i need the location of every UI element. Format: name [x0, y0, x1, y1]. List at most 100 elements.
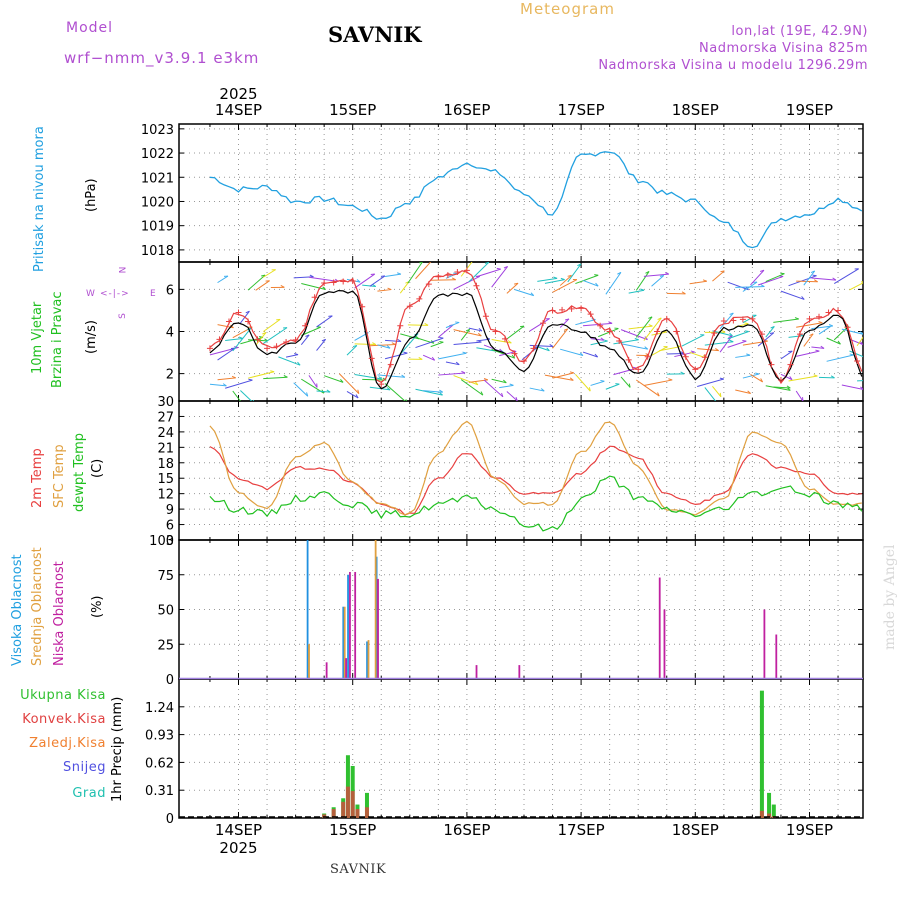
wind-arrow-head — [248, 378, 253, 381]
wind-arrow-head — [549, 344, 554, 347]
wind-arrow — [613, 339, 639, 345]
wind-arrow-head — [474, 254, 478, 256]
cloud-low-bar — [377, 578, 379, 679]
cloud-low-bar — [349, 571, 351, 679]
wind-arrow — [788, 375, 818, 382]
gust-marker — [635, 366, 642, 373]
ytick-label: 21 — [157, 441, 174, 456]
wind-arrow — [742, 281, 758, 292]
gust-marker — [473, 282, 480, 289]
wind-arrow-head — [884, 320, 888, 322]
wind-arrow-head — [478, 327, 483, 332]
cloud-mid-bar — [367, 640, 370, 679]
temp-dew-line — [209, 475, 863, 532]
year-label-top: 2025 — [219, 85, 257, 103]
gust-marker — [844, 324, 851, 331]
ytick-label: 4 — [166, 326, 174, 341]
wind-arrow-head — [569, 371, 574, 374]
wind-arrow — [560, 348, 584, 357]
wind-arrow-head — [262, 332, 267, 335]
gust-marker — [511, 350, 518, 357]
wind-arrow-head — [283, 375, 288, 378]
wind-arrow-head — [865, 355, 868, 358]
wind-arrow-head — [881, 334, 885, 336]
compass-e: E — [150, 289, 156, 299]
wind-arrow-head — [668, 378, 673, 381]
elevation-label: Nadmorska Visina 825m — [699, 41, 868, 56]
wind-arrow — [849, 282, 863, 291]
gust-marker — [625, 356, 632, 363]
wind-arrow-head — [664, 272, 670, 275]
wind-arrow — [301, 326, 321, 336]
ytick-label: 18 — [157, 457, 174, 472]
gust-marker — [416, 295, 423, 302]
wind-arrow-head — [813, 374, 818, 377]
wind-arrow-head — [451, 277, 456, 281]
wind-arrow — [849, 350, 863, 358]
wind-arrow-head — [340, 379, 344, 383]
ytick-label: 0.62 — [145, 756, 174, 771]
ytick-label: 0 — [166, 812, 174, 827]
wind-arrow — [323, 375, 344, 383]
gust-marker — [730, 317, 737, 324]
ytick-label: 15 — [157, 472, 174, 487]
wind-arrow — [888, 359, 900, 360]
wind-arrow-head — [439, 392, 443, 396]
wind-arrow — [712, 270, 725, 282]
cloud-low-bar — [775, 634, 778, 679]
wind-arrow — [262, 318, 281, 333]
wind-arrow — [582, 279, 599, 287]
wind-arrow-head — [832, 277, 837, 281]
wind-arrow-head — [386, 387, 391, 391]
gust-marker — [777, 376, 784, 383]
wind-arrow-head — [809, 333, 814, 336]
wind-arrow — [346, 391, 359, 399]
wind-compass: N S W E <-|-> — [86, 265, 156, 329]
wind-arrow-head — [222, 383, 227, 387]
wind-arrow — [415, 337, 444, 349]
gust-marker — [692, 366, 699, 373]
wind-arrow — [422, 354, 435, 361]
gust-marker — [654, 328, 661, 335]
date-label-bottom: 15SEP — [329, 821, 376, 839]
wind-arrow — [666, 352, 685, 355]
ytick-label: 1.24 — [145, 701, 174, 716]
precip-conv-bar — [767, 813, 772, 818]
wind-arrow — [605, 272, 622, 295]
wind-arrow — [544, 374, 574, 381]
ytick-label: 100 — [149, 534, 174, 549]
coords-label: lon,lat (19E, 42.9N) — [731, 24, 868, 39]
wind-arrow — [247, 274, 266, 291]
ytick-label: 27 — [157, 410, 174, 425]
wind-arrow-head — [502, 379, 507, 384]
gust-marker — [835, 307, 842, 314]
wind-arrow — [240, 390, 253, 401]
ytick-label: 0.93 — [145, 729, 174, 744]
wind-arrow — [483, 379, 504, 398]
wind-arrow-head — [480, 391, 484, 396]
wind-arrow — [262, 269, 276, 278]
date-label-top: 19SEP — [786, 101, 833, 119]
ytick-label: 6 — [166, 519, 174, 534]
gust-marker — [559, 306, 566, 313]
wind-arrow — [780, 290, 805, 300]
wind-arrow-head — [477, 332, 482, 337]
gust-marker — [206, 345, 213, 352]
wind-arrow — [384, 273, 402, 277]
wind-arrow — [552, 279, 578, 293]
ytick-label: 0 — [166, 673, 174, 688]
wind-arrow-head — [720, 270, 725, 273]
wind-arrow-head — [577, 263, 582, 267]
wind-arrow-head — [820, 345, 825, 349]
wind-arrow — [506, 325, 525, 340]
ytick-label: 1020 — [141, 195, 174, 210]
wind-arrow — [232, 327, 252, 352]
date-label-top: 18SEP — [672, 101, 719, 119]
wind-arrow-head — [439, 336, 444, 339]
date-label-bottom: 17SEP — [558, 821, 605, 839]
wind-arrow-head — [600, 379, 605, 382]
wind-arrow-head — [378, 376, 383, 380]
wind-arrow — [559, 275, 572, 286]
panel-4-grid: 0 0.31 0.62 0.93 1.24 — [145, 679, 863, 827]
wind-arrow-head — [230, 324, 234, 329]
